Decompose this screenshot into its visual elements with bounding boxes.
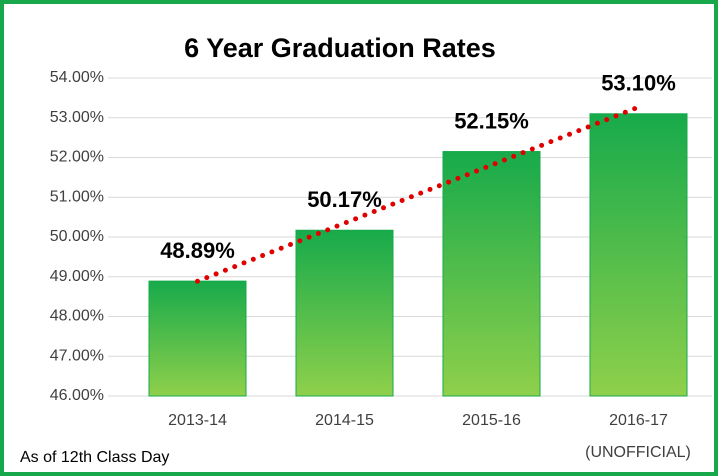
x-tick-label: 2014-15 xyxy=(315,412,374,429)
y-tick-label: 48.00% xyxy=(50,308,104,325)
bar xyxy=(295,229,394,397)
trendline xyxy=(195,104,641,284)
y-tick-label: 49.00% xyxy=(50,268,104,285)
data-label: 50.17% xyxy=(307,187,382,212)
bar xyxy=(589,113,688,397)
y-tick-label: 54.00% xyxy=(50,69,104,86)
footnote: As of 12th Class Day xyxy=(20,449,169,466)
x-tick-label: 2013-14 xyxy=(168,412,227,429)
y-tick-label: 53.00% xyxy=(50,109,104,126)
y-tick-label: 47.00% xyxy=(50,347,104,364)
y-tick-label: 52.00% xyxy=(50,149,104,166)
x-tick-label: 2016-17 xyxy=(609,412,668,429)
bar xyxy=(442,151,541,397)
y-tick-label: 46.00% xyxy=(50,387,104,404)
data-label: 48.89% xyxy=(160,238,235,263)
y-tick-label: 51.00% xyxy=(50,188,104,205)
bar xyxy=(148,280,247,397)
x-tick-label: 2015-16 xyxy=(462,412,521,429)
data-label: 52.15% xyxy=(454,108,529,133)
data-label: 53.10% xyxy=(601,71,676,96)
chart-title: 6 Year Graduation Rates xyxy=(184,33,496,63)
y-tick-label: 50.00% xyxy=(50,228,104,245)
category-note: (UNOFFICIAL) xyxy=(585,444,691,461)
